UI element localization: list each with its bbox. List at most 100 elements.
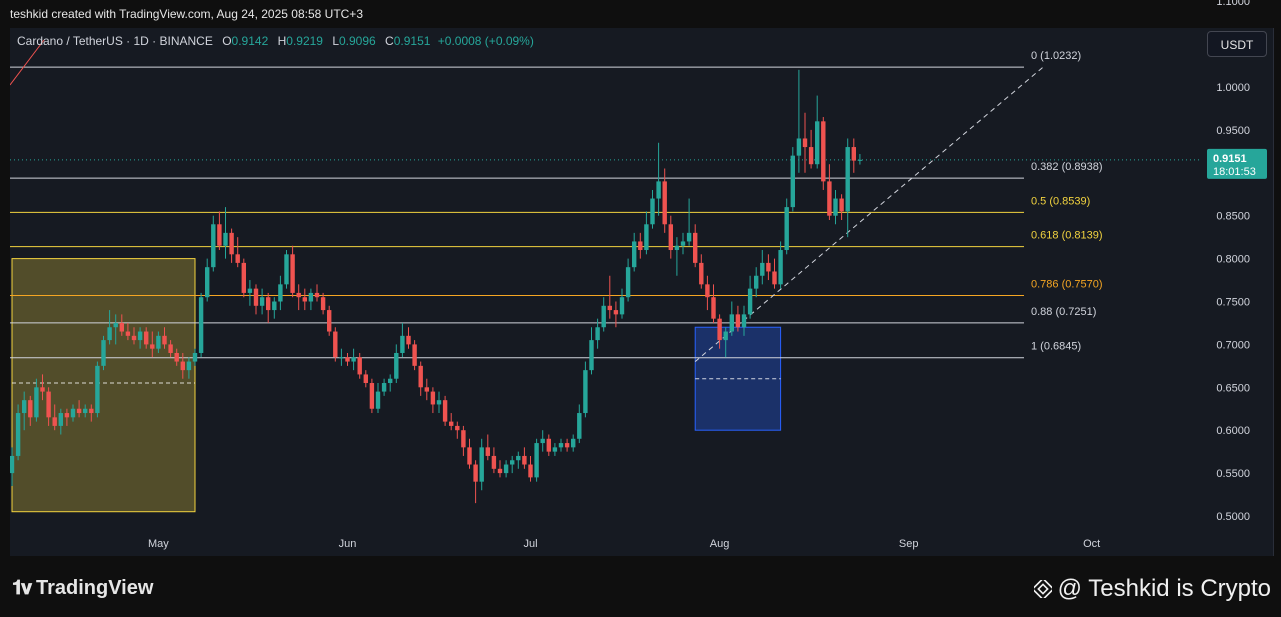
candle-body <box>351 357 355 361</box>
candle-body <box>278 284 282 301</box>
candle-body <box>766 263 770 272</box>
symbol-legend[interactable]: Cardano / TetherUS · 1D · BINANCE O0.914… <box>17 34 534 48</box>
candle-body <box>132 336 136 340</box>
tradingview-logo[interactable]: 𝟏𝐯 TradingView <box>12 577 153 600</box>
candle-body <box>229 233 233 254</box>
x-axis-tick-label: Aug <box>710 538 730 550</box>
candle-body <box>95 366 99 413</box>
candle-body <box>687 233 691 242</box>
candle-body <box>644 224 648 250</box>
fib-level-label: 0 (1.0232) <box>1031 50 1081 62</box>
candle-body <box>632 241 636 267</box>
candle-body <box>388 379 392 383</box>
tradingview-mark-icon: 𝟏𝐯 <box>12 577 30 600</box>
fib-level-label: 1 (0.6845) <box>1031 341 1081 353</box>
candle-body <box>778 250 782 284</box>
candle-body <box>791 156 795 207</box>
symbol-name[interactable]: Cardano / TetherUS · 1D · BINANCE <box>17 34 213 48</box>
candle-body <box>522 456 526 465</box>
candle-body <box>394 353 398 379</box>
currency-button[interactable]: USDT <box>1207 31 1267 57</box>
trendline <box>695 67 1043 361</box>
y-axis-tick-label: 0.8500 <box>1216 211 1250 223</box>
candle-body <box>815 121 819 164</box>
candle-body <box>223 233 227 246</box>
candle-body <box>406 336 410 345</box>
candle-body <box>760 263 764 276</box>
candle-body <box>461 430 465 447</box>
fib-level-label: 0.5 (0.8539) <box>1031 195 1090 207</box>
author-watermark: @ Teshkid is Crypto <box>1034 575 1271 603</box>
candle-body <box>187 362 191 371</box>
close-key: C <box>385 34 394 48</box>
x-axis-tick-label: May <box>148 538 169 550</box>
candle-body <box>59 413 63 426</box>
candle-body <box>443 400 447 421</box>
x-axis-tick-label: Jul <box>523 538 537 550</box>
candle-body <box>803 138 807 147</box>
close-value: 0.9151 <box>394 34 431 48</box>
demand-zone-left <box>12 259 195 512</box>
candle-body <box>693 233 697 263</box>
candle-body <box>266 297 270 310</box>
candle-body <box>315 293 319 297</box>
candle-body <box>412 344 416 365</box>
candle-body <box>595 327 599 340</box>
x-axis-tick-label: Oct <box>1083 538 1100 550</box>
candle-body <box>107 327 111 340</box>
candle-body <box>138 332 142 341</box>
candle-body <box>681 241 685 245</box>
candle-body <box>431 392 435 405</box>
candle-body <box>364 374 368 383</box>
candle-body <box>516 456 520 460</box>
y-axis-tick-label: 0.6500 <box>1216 382 1250 394</box>
y-axis-tick-label: 0.6000 <box>1216 425 1250 437</box>
candle-body <box>565 443 569 447</box>
candle-body <box>83 409 87 413</box>
candle-body <box>742 314 746 327</box>
binance-diamond-icon <box>1034 580 1052 598</box>
candle-body <box>821 121 825 181</box>
candle-body <box>303 297 307 301</box>
candle-body <box>89 409 93 413</box>
y-axis-tick-label: 0.5000 <box>1216 511 1250 523</box>
fib-level-label: 0.618 (0.8139) <box>1031 230 1103 242</box>
candle-body <box>181 362 185 371</box>
candle-body <box>504 465 508 474</box>
candle-body <box>858 160 862 161</box>
candle-body <box>77 409 81 413</box>
candle-body <box>53 417 57 426</box>
candle-body <box>638 241 642 250</box>
candle-body <box>114 323 118 327</box>
candle-body <box>852 147 856 161</box>
candle-body <box>620 297 624 314</box>
candle-body <box>626 267 630 297</box>
candle-body <box>663 181 667 224</box>
candle-body <box>492 456 496 469</box>
candle-body <box>717 319 721 340</box>
candle-body <box>242 263 246 293</box>
candle-body <box>382 383 386 392</box>
candle-body <box>449 422 453 426</box>
y-axis-tick-label: 0.8000 <box>1216 254 1250 266</box>
candle-body <box>22 400 26 413</box>
low-value: 0.9096 <box>339 34 376 48</box>
candle-body <box>724 332 728 341</box>
candle-body <box>534 443 538 477</box>
candle-body <box>772 271 776 284</box>
candle-body <box>205 267 209 297</box>
candle-body <box>809 147 813 164</box>
fib-level-label: 0.382 (0.8938) <box>1031 161 1103 173</box>
candle-body <box>571 439 575 448</box>
candle-body <box>272 302 276 311</box>
candle-body <box>150 344 154 348</box>
candle-body <box>480 447 484 481</box>
candle-body <box>248 289 252 293</box>
candle-body <box>71 409 75 418</box>
x-axis-tick-label: Sep <box>899 538 919 550</box>
candle-body <box>656 181 660 198</box>
candle-body <box>614 310 618 314</box>
candle-body <box>553 447 557 451</box>
last-price-value: 0.9151 <box>1213 153 1247 165</box>
